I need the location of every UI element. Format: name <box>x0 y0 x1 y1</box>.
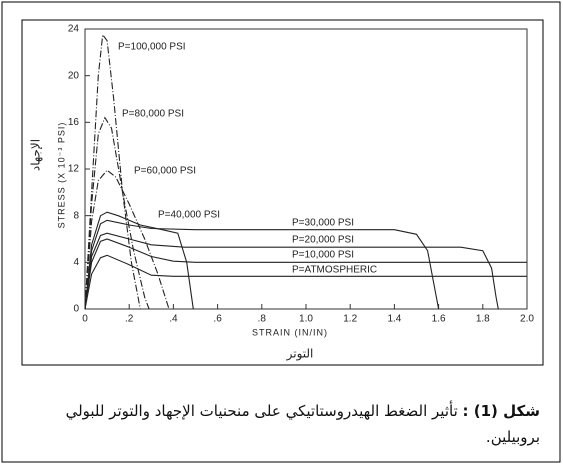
x-axis-label-arabic: التوتر <box>286 347 314 362</box>
caption-label: شكل (1) : <box>462 402 540 420</box>
curve <box>84 211 194 310</box>
x-tick-label: 2.0 <box>520 314 534 325</box>
x-tick-label: 1.0 <box>299 314 313 325</box>
curve <box>84 254 527 310</box>
curve-label: P=80,000 PSI <box>122 109 184 120</box>
x-tick-label: .4 <box>169 314 178 325</box>
curve-label: P=20,000 PSI <box>292 235 354 246</box>
x-tick-label: .2 <box>125 314 134 325</box>
x-tick-label: .6 <box>213 314 222 325</box>
figure-frame <box>21 19 544 366</box>
y-axis-label: STRESS (X 10⁻³ PSI) <box>56 122 66 229</box>
y-tick-label: 12 <box>68 164 80 175</box>
curve <box>84 219 440 310</box>
curve <box>84 238 527 310</box>
y-tick-label: 20 <box>68 70 80 81</box>
y-tick-label: 0 <box>73 304 79 315</box>
curve <box>84 33 141 310</box>
y-tick-label: 24 <box>68 24 80 35</box>
curve-label: P=10,000 PSI <box>292 250 354 261</box>
curve <box>84 232 499 310</box>
x-tick-label: 1.6 <box>432 314 446 325</box>
curve <box>84 116 150 310</box>
curve-label: P=60,000 PSI <box>134 166 196 177</box>
curve-label: P=100,000 PSI <box>118 42 186 53</box>
x-tick-label: 1.8 <box>476 314 490 325</box>
y-tick-label: 8 <box>73 210 79 221</box>
x-tick-label: .8 <box>258 314 267 325</box>
x-tick-label: 1.2 <box>343 314 357 325</box>
curve-label: P=ATMOSPHERIC <box>292 265 377 276</box>
caption-text: تأثير الضغط الهيدروستاتيكي على منحنيات ا… <box>65 402 540 446</box>
curve <box>84 169 170 310</box>
caption: شكل (1) : تأثير الضغط الهيدروستاتيكي على… <box>22 398 540 450</box>
x-tick-label: 1.4 <box>387 314 401 325</box>
y-tick-label: 16 <box>68 117 80 128</box>
curve-label: P=40,000 PSI <box>158 210 220 221</box>
y-axis-label-arabic: الإجهاد <box>29 139 43 171</box>
curve-label: P=30,000 PSI <box>292 218 354 229</box>
x-axis-label: STRAIN (IN/IN) <box>252 327 328 337</box>
x-tick-label: 0 <box>82 314 88 325</box>
y-tick-label: 4 <box>73 257 79 268</box>
